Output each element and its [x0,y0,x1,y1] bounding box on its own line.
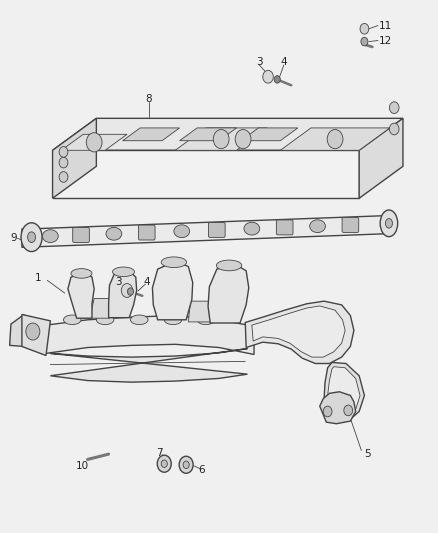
Circle shape [389,102,399,114]
Polygon shape [320,392,356,424]
Text: 4: 4 [280,58,287,67]
Polygon shape [46,316,254,354]
Polygon shape [252,306,345,357]
Polygon shape [359,118,403,198]
Circle shape [59,147,68,157]
Circle shape [161,460,167,467]
Circle shape [157,455,171,472]
Polygon shape [123,128,180,141]
Polygon shape [53,118,403,150]
Polygon shape [280,128,390,150]
Ellipse shape [64,315,81,325]
Ellipse shape [113,267,134,277]
Circle shape [59,157,68,168]
Text: 3: 3 [256,58,263,67]
Ellipse shape [28,232,35,243]
Polygon shape [22,215,394,247]
Ellipse shape [21,223,42,252]
Ellipse shape [131,315,148,325]
Ellipse shape [106,228,122,240]
Ellipse shape [71,269,92,278]
Ellipse shape [216,260,242,271]
Circle shape [263,70,273,83]
Polygon shape [53,150,359,198]
Polygon shape [152,261,193,320]
Text: 5: 5 [364,449,371,459]
Polygon shape [90,298,112,318]
Polygon shape [53,118,96,198]
Circle shape [389,123,399,135]
Ellipse shape [96,315,114,325]
Polygon shape [109,271,137,318]
Polygon shape [180,128,237,141]
Circle shape [59,172,68,182]
Ellipse shape [197,315,215,325]
Text: 12: 12 [379,36,392,45]
Polygon shape [10,314,24,346]
Ellipse shape [380,210,398,237]
Polygon shape [241,128,298,141]
Text: 9: 9 [10,233,17,243]
Polygon shape [328,367,360,417]
Circle shape [323,406,332,417]
FancyBboxPatch shape [276,220,293,235]
Ellipse shape [244,222,260,235]
Text: 4: 4 [143,278,150,287]
Text: 1: 1 [35,273,42,283]
Ellipse shape [161,257,187,268]
Circle shape [327,130,343,149]
Circle shape [213,130,229,149]
Circle shape [183,461,189,469]
Polygon shape [188,301,212,322]
Text: 3: 3 [115,278,122,287]
FancyBboxPatch shape [208,222,225,237]
Text: 11: 11 [379,21,392,30]
Text: 6: 6 [198,465,205,475]
Circle shape [179,456,193,473]
Text: 10: 10 [76,462,89,471]
Polygon shape [61,134,127,150]
Ellipse shape [164,315,182,325]
Ellipse shape [385,219,392,228]
Polygon shape [175,128,267,150]
Polygon shape [245,301,354,364]
Polygon shape [22,314,50,356]
Ellipse shape [310,220,325,232]
Circle shape [86,133,102,152]
Circle shape [361,37,368,46]
Circle shape [274,76,280,83]
Polygon shape [50,349,247,382]
Circle shape [26,323,40,340]
Polygon shape [68,272,94,318]
Polygon shape [324,362,364,422]
Circle shape [360,23,369,34]
FancyBboxPatch shape [138,225,155,240]
FancyBboxPatch shape [342,217,359,232]
Text: 7: 7 [156,448,163,458]
Circle shape [127,288,134,295]
Polygon shape [208,264,249,323]
FancyBboxPatch shape [73,228,89,243]
Ellipse shape [174,225,190,238]
Circle shape [121,284,133,297]
Text: 8: 8 [145,94,152,103]
Ellipse shape [42,230,58,243]
Circle shape [235,130,251,149]
Circle shape [344,405,353,416]
